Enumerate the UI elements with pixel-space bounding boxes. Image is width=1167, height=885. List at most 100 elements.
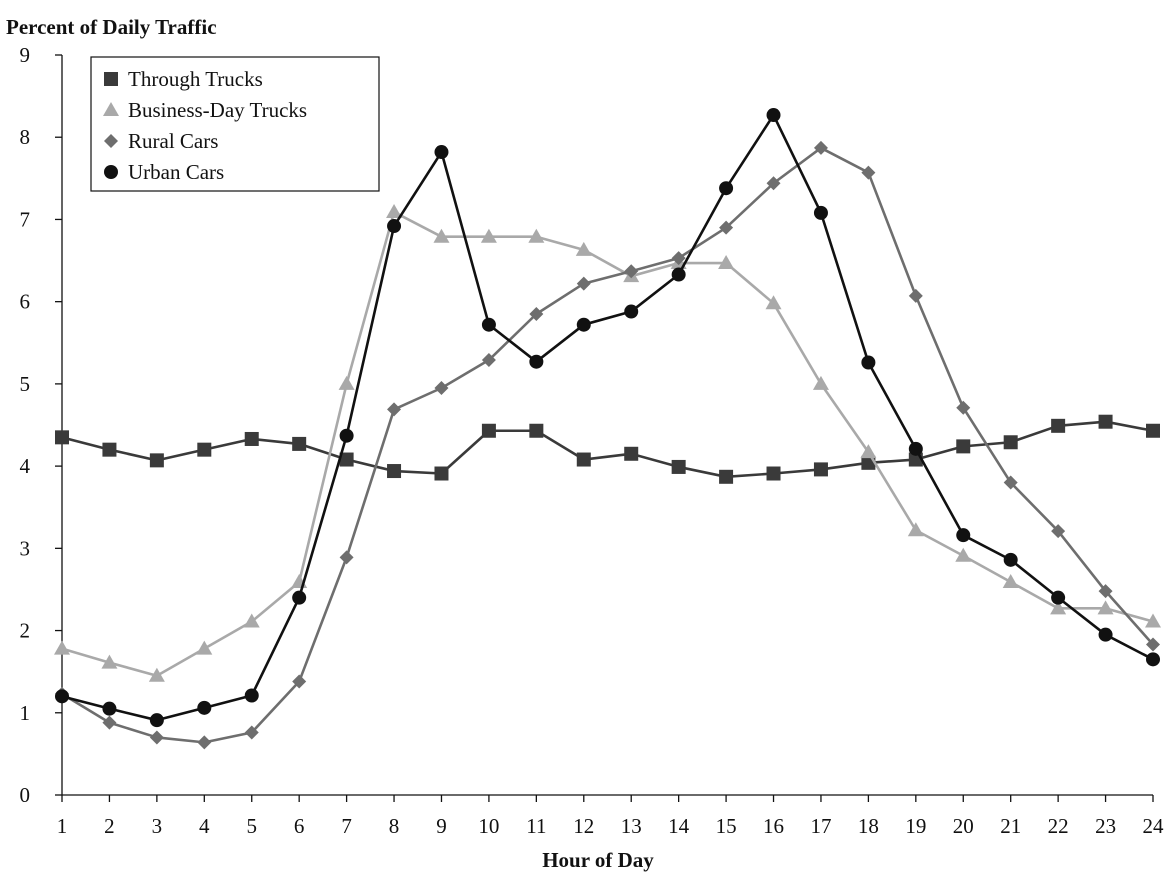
series-urban-cars [55, 108, 1160, 728]
business-day-trucks-point [528, 228, 545, 243]
through-trucks-point [1146, 423, 1160, 438]
y-tick-label: 8 [20, 125, 31, 149]
x-tick-label: 18 [858, 814, 879, 838]
rural-cars-point [292, 674, 307, 689]
through-trucks-point [434, 466, 449, 481]
business-day-trucks-point [1145, 613, 1161, 628]
x-tick-label: 13 [621, 814, 642, 838]
urban-cars-point [813, 205, 828, 220]
x-tick-label: 15 [716, 814, 737, 838]
through-trucks-point [766, 466, 781, 481]
legend-label-urban-cars: Urban Cars [128, 160, 224, 184]
x-tick-label: 21 [1000, 814, 1021, 838]
rural-cars-point [434, 381, 449, 395]
rural-cars-point [1003, 475, 1018, 490]
business-day-trucks-point [101, 654, 118, 669]
business-day-trucks-point [243, 613, 260, 628]
through-trucks-point [339, 452, 354, 467]
urban-cars-point [908, 441, 923, 456]
rural-cars-point [339, 550, 354, 565]
x-tick-label: 5 [246, 814, 257, 838]
urban-cars-point [861, 355, 876, 370]
urban-cars-line [61, 113, 1154, 722]
through-trucks-point [1051, 418, 1066, 433]
legend-marker-urban-cars [104, 165, 118, 179]
urban-cars-point [624, 304, 639, 319]
through-trucks-point [387, 464, 402, 479]
business-day-trucks-point [1097, 600, 1114, 615]
business-day-trucks-point [955, 547, 972, 562]
x-tick-label: 10 [478, 814, 499, 838]
urban-cars-point [1003, 552, 1018, 567]
through-trucks-point [1003, 435, 1018, 450]
urban-cars-point [529, 354, 544, 369]
business-day-trucks-point [765, 295, 782, 310]
rural-cars-point [481, 353, 496, 368]
business-day-trucks-point [338, 375, 355, 390]
business-day-trucks-point [907, 522, 924, 537]
urban-cars-point [292, 590, 307, 605]
legend-label-business-day-trucks: Business-Day Trucks [128, 98, 307, 122]
urban-cars-point [1098, 627, 1113, 642]
y-tick-label: 3 [20, 536, 31, 560]
rural-cars-point [244, 725, 259, 740]
through-trucks-point [671, 459, 686, 474]
x-tick-label: 20 [953, 814, 974, 838]
business-day-trucks-point [386, 204, 403, 219]
business-day-trucks-point [812, 375, 829, 390]
rural-cars-point [387, 402, 402, 417]
y-tick-label: 4 [20, 454, 31, 478]
x-tick-label: 9 [436, 814, 447, 838]
through-trucks-point [55, 430, 69, 445]
through-trucks-point [481, 423, 496, 438]
x-tick-label: 24 [1143, 814, 1165, 838]
rural-cars-point [1098, 584, 1113, 599]
business-day-trucks-point [196, 640, 213, 655]
legend-label-rural-cars: Rural Cars [128, 129, 218, 153]
y-tick-label: 9 [20, 43, 31, 67]
urban-cars-point [244, 688, 259, 703]
rural-cars-point [102, 715, 117, 730]
legend-label-through-trucks: Through Trucks [128, 67, 263, 91]
urban-cars-point [387, 219, 402, 234]
y-tick-label: 0 [20, 783, 31, 807]
through-trucks-point [624, 446, 639, 461]
rural-cars-point [766, 176, 781, 191]
legend-marker-through-trucks [104, 72, 118, 86]
urban-cars-point [671, 267, 686, 282]
rural-cars-point [813, 140, 828, 155]
business-day-trucks-point [860, 444, 877, 459]
y-tick-label: 6 [20, 290, 31, 314]
through-trucks-point [813, 462, 828, 477]
x-tick-label: 7 [341, 814, 352, 838]
x-tick-label: 19 [905, 814, 926, 838]
urban-cars-point [766, 108, 781, 123]
series-rural-cars [55, 140, 1160, 750]
x-tick-label: 8 [389, 814, 400, 838]
x-tick-label: 12 [573, 814, 594, 838]
business-day-trucks-point [1050, 600, 1067, 615]
y-tick-label: 2 [20, 619, 31, 643]
urban-cars-point [481, 317, 496, 332]
through-trucks-point [1098, 414, 1113, 429]
series-through-trucks [55, 414, 1160, 484]
legend-marker-rural-cars [104, 134, 118, 148]
urban-cars-point [576, 317, 591, 332]
x-axis-title: Hour of Day [542, 848, 654, 872]
through-trucks-point [102, 442, 117, 457]
x-tick-label: 4 [199, 814, 210, 838]
rural-cars-point [719, 220, 734, 235]
business-day-trucks-point [54, 640, 70, 655]
business-day-trucks-line [61, 210, 1154, 678]
business-day-trucks-point [433, 228, 450, 243]
rural-cars-point [624, 264, 639, 279]
business-day-trucks-point [1002, 574, 1019, 589]
through-trucks-point [244, 431, 259, 446]
through-trucks-point [719, 469, 734, 484]
business-day-trucks-point [718, 255, 735, 270]
rural-cars-point [908, 288, 923, 303]
x-tick-label: 23 [1095, 814, 1116, 838]
